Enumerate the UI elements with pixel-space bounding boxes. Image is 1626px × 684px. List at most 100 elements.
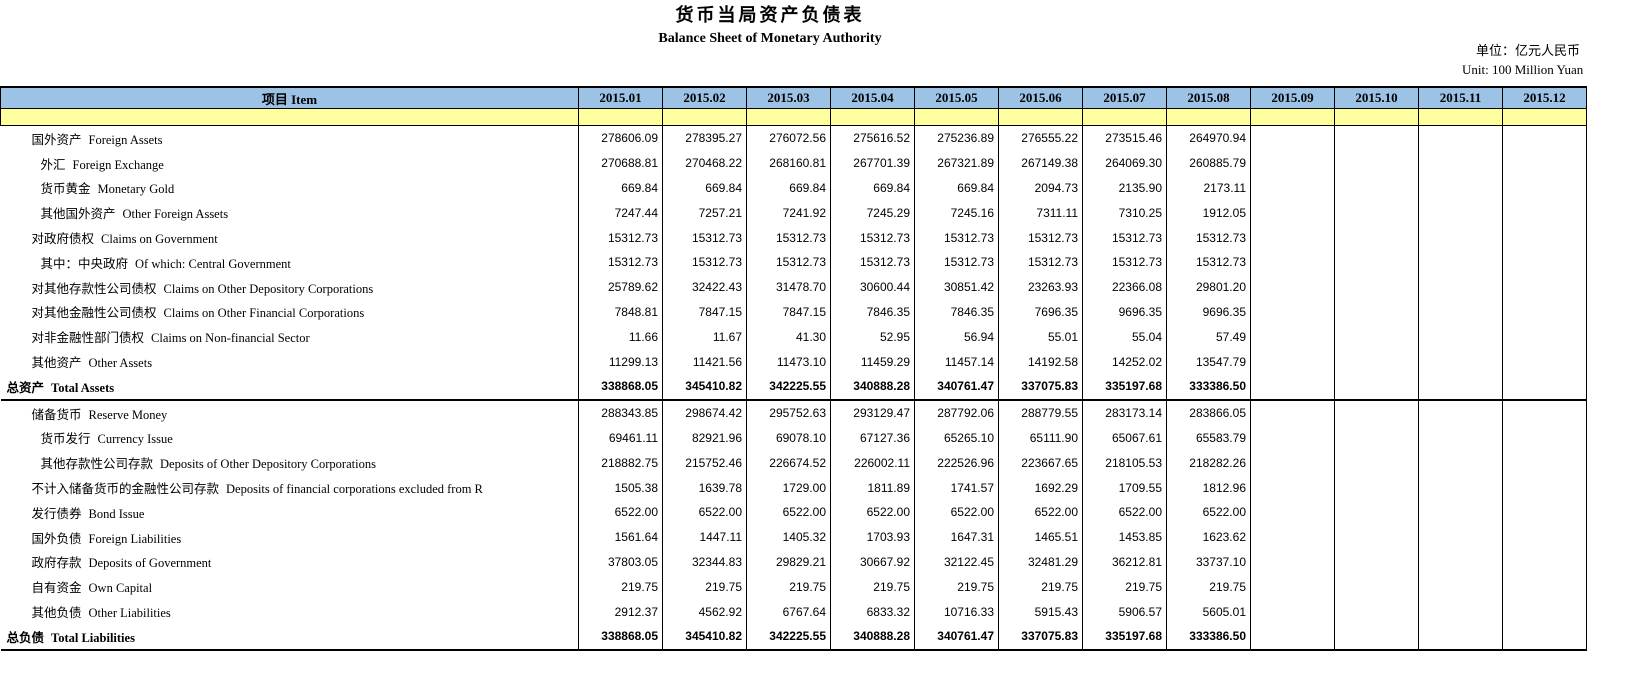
value-cell: 1912.05 bbox=[1166, 200, 1251, 226]
row-label-cn: 储备货币 bbox=[31, 407, 82, 422]
value-cell: 32344.83 bbox=[662, 549, 747, 575]
value-cell: 1505.38 bbox=[578, 475, 663, 500]
value-cell: 22366.08 bbox=[1082, 274, 1167, 300]
value-cell bbox=[1334, 150, 1419, 176]
value-cell: 6522.00 bbox=[578, 499, 663, 525]
value-cell: 15312.73 bbox=[830, 225, 915, 250]
value-cell: 5605.01 bbox=[1166, 599, 1251, 624]
value-cell: 275236.89 bbox=[914, 125, 999, 151]
value-cell: 15312.73 bbox=[746, 225, 831, 250]
value-cell: 6522.00 bbox=[914, 499, 999, 525]
row-label-cn: 国外负债 bbox=[31, 531, 82, 546]
value-cell: 15312.73 bbox=[662, 249, 747, 275]
value-cell bbox=[1502, 524, 1587, 550]
value-cell bbox=[1502, 249, 1587, 275]
row-label: 外汇 Foreign Exchange bbox=[0, 150, 579, 176]
value-cell bbox=[1334, 623, 1419, 651]
value-cell bbox=[1418, 299, 1503, 325]
value-cell bbox=[1250, 450, 1335, 476]
value-cell: 6522.00 bbox=[662, 499, 747, 525]
value-cell bbox=[1502, 274, 1587, 300]
row-label-en: Foreign Liabilities bbox=[88, 531, 182, 546]
column-header-2015.05: 2015.05 bbox=[914, 86, 999, 109]
table-row: 其他国外资产 Other Foreign Assets 7247.44 7257.21… bbox=[0, 200, 1587, 226]
value-cell: 267149.38 bbox=[998, 150, 1083, 176]
value-cell: 2912.37 bbox=[578, 599, 663, 624]
table-row: 其他资产 Other Assets 11299.13 11421.56 11473.10… bbox=[0, 349, 1587, 374]
value-cell: 669.84 bbox=[578, 175, 663, 201]
value-cell: 340888.28 bbox=[830, 373, 915, 401]
value-cell bbox=[1418, 349, 1503, 374]
column-header-2015.08: 2015.08 bbox=[1166, 86, 1251, 109]
value-cell bbox=[1250, 249, 1335, 275]
value-cell: 9696.35 bbox=[1082, 299, 1167, 325]
value-cell: 219.75 bbox=[998, 574, 1083, 600]
value-cell: 669.84 bbox=[914, 175, 999, 201]
value-cell bbox=[1418, 324, 1503, 350]
value-cell: 7245.16 bbox=[914, 200, 999, 226]
column-header-2015.06: 2015.06 bbox=[998, 86, 1083, 109]
value-cell bbox=[1334, 425, 1419, 451]
value-cell: 7696.35 bbox=[998, 299, 1083, 325]
value-cell: 340761.47 bbox=[914, 623, 999, 651]
value-cell: 260885.79 bbox=[1166, 150, 1251, 176]
value-cell: 11459.29 bbox=[830, 349, 915, 374]
value-cell: 1709.55 bbox=[1082, 475, 1167, 500]
table-row: 总负债 Total Liabilities 338868.05 345410.82 34… bbox=[0, 623, 1587, 651]
value-cell: 219.75 bbox=[578, 574, 663, 600]
value-cell: 4562.92 bbox=[662, 599, 747, 624]
value-cell: 335197.68 bbox=[1082, 623, 1167, 651]
row-label-cn: 其中：中央政府 bbox=[40, 256, 129, 271]
value-cell bbox=[1250, 399, 1335, 426]
value-cell: 267321.89 bbox=[914, 150, 999, 176]
value-cell: 32422.43 bbox=[662, 274, 747, 300]
row-label: 储备货币 Reserve Money bbox=[0, 399, 579, 426]
value-cell bbox=[1334, 599, 1419, 624]
spacer-cell bbox=[662, 108, 747, 126]
value-cell: 276555.22 bbox=[998, 125, 1083, 151]
report-header: 货币当局资产负债表 Balance Sheet of Monetary Auth… bbox=[0, 4, 1540, 47]
row-label-cn: 其他资产 bbox=[31, 356, 82, 371]
value-cell: 337075.83 bbox=[998, 373, 1083, 401]
row-label: 总负债 Total Liabilities bbox=[0, 623, 579, 651]
value-cell: 267701.39 bbox=[830, 150, 915, 176]
row-label-en: Deposits of financial corporations exclu… bbox=[226, 482, 483, 497]
column-header-2015.07: 2015.07 bbox=[1082, 86, 1167, 109]
value-cell: 32481.29 bbox=[998, 549, 1083, 575]
value-cell: 15312.73 bbox=[1166, 225, 1251, 250]
row-label-cn: 货币发行 bbox=[40, 432, 91, 447]
table-row: 其中：中央政府 Of which: Central Government 15312… bbox=[0, 249, 1587, 275]
value-cell: 340888.28 bbox=[830, 623, 915, 651]
value-cell bbox=[1250, 524, 1335, 550]
spacer-cell bbox=[1418, 108, 1503, 126]
value-cell: 32122.45 bbox=[914, 549, 999, 575]
value-cell: 11.67 bbox=[662, 324, 747, 350]
value-cell: 215752.46 bbox=[662, 450, 747, 476]
value-cell: 338868.05 bbox=[578, 373, 663, 401]
row-label-cn: 其他负债 bbox=[31, 606, 82, 621]
row-label: 对其他金融性公司债权 Claims on Other Financial Corp… bbox=[0, 299, 579, 325]
value-cell bbox=[1250, 623, 1335, 651]
row-label-cn: 总负债 bbox=[6, 630, 45, 645]
row-label: 对政府债权 Claims on Government bbox=[0, 225, 579, 250]
spacer-row bbox=[0, 108, 1587, 126]
table-row: 储备货币 Reserve Money 288343.85 298674.42 29575… bbox=[0, 399, 1587, 426]
value-cell: 6767.64 bbox=[746, 599, 831, 624]
value-cell: 65583.79 bbox=[1166, 425, 1251, 451]
value-cell: 1812.96 bbox=[1166, 475, 1251, 500]
value-cell: 335197.68 bbox=[1082, 373, 1167, 401]
value-cell: 31478.70 bbox=[746, 274, 831, 300]
value-cell: 7846.35 bbox=[914, 299, 999, 325]
row-label-en: Monetary Gold bbox=[97, 182, 175, 197]
value-cell bbox=[1418, 274, 1503, 300]
value-cell: 219.75 bbox=[914, 574, 999, 600]
value-cell: 1692.29 bbox=[998, 475, 1083, 500]
row-label-en: Bond Issue bbox=[88, 506, 145, 521]
value-cell: 219.75 bbox=[1082, 574, 1167, 600]
value-cell bbox=[1418, 450, 1503, 476]
value-cell: 41.30 bbox=[746, 324, 831, 350]
value-cell: 276072.56 bbox=[746, 125, 831, 151]
value-cell bbox=[1334, 549, 1419, 575]
value-cell: 219.75 bbox=[746, 574, 831, 600]
value-cell: 5915.43 bbox=[998, 599, 1083, 624]
